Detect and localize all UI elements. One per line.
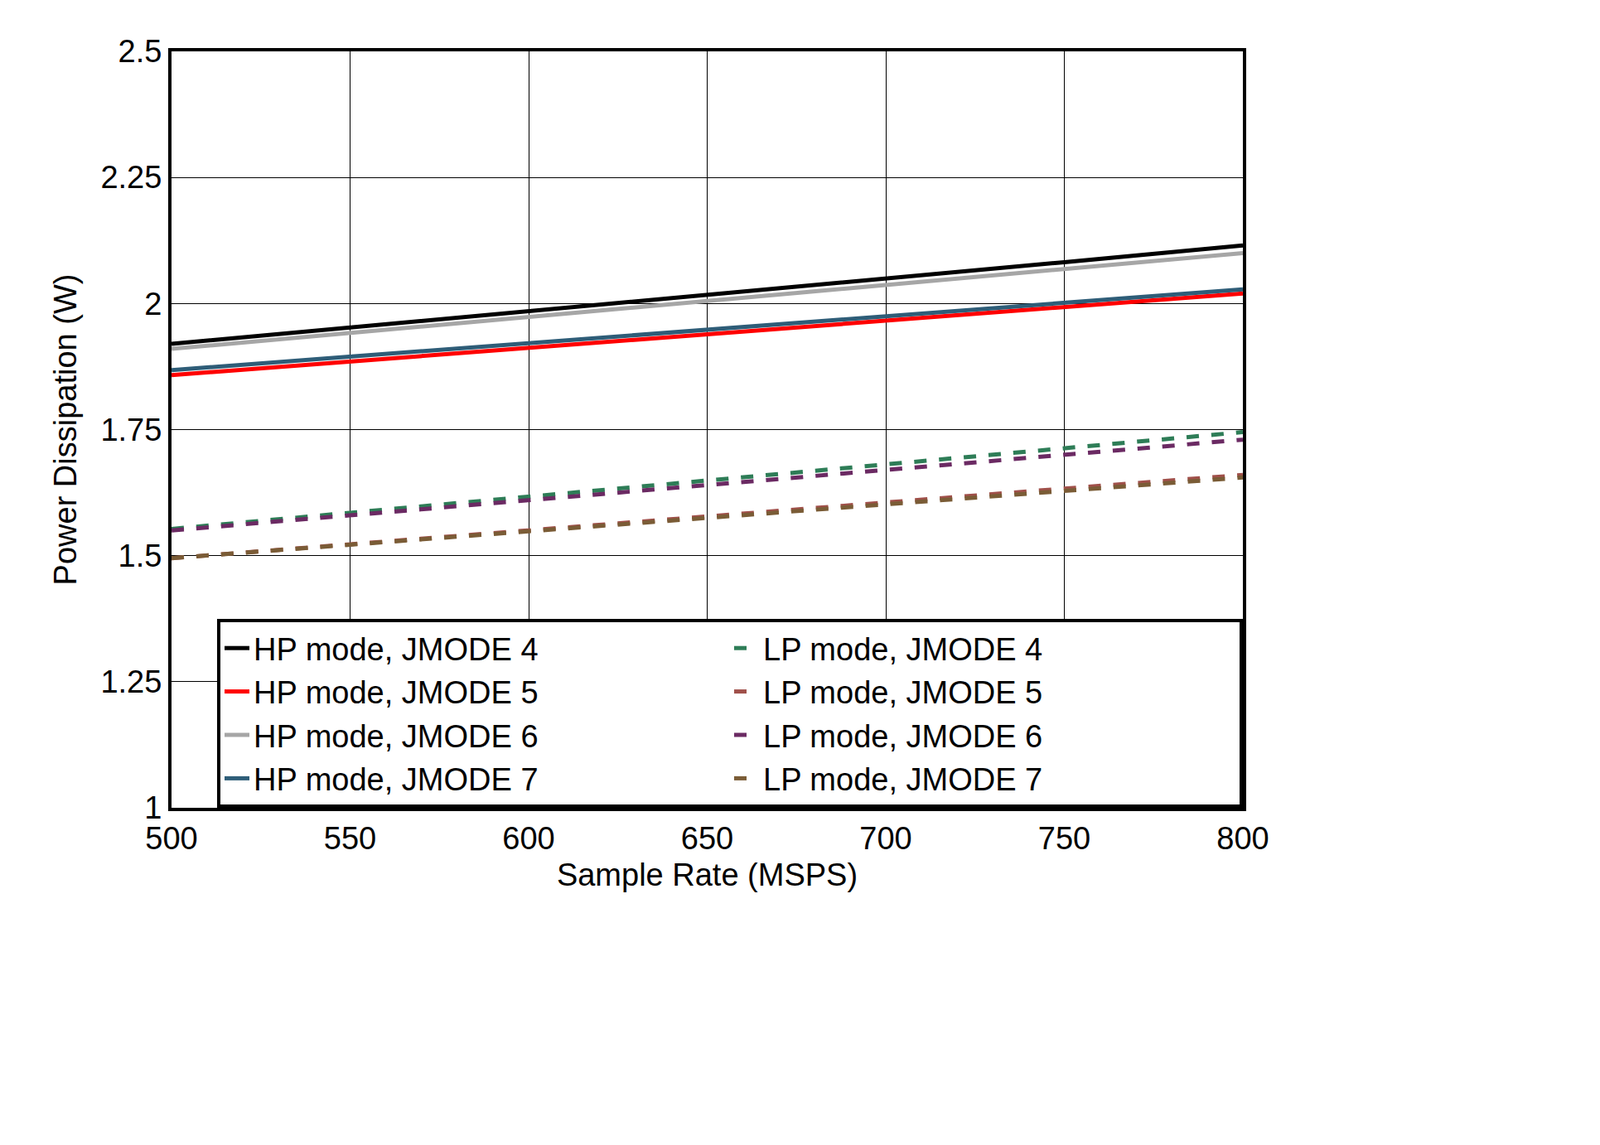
svg-text:LP mode, JMODE 7: LP mode, JMODE 7 [763, 762, 1043, 798]
svg-text:750: 750 [1038, 821, 1091, 856]
svg-text:600: 600 [502, 821, 555, 856]
svg-text:Power Dissipation (W): Power Dissipation (W) [48, 274, 83, 586]
svg-text:550: 550 [323, 821, 377, 856]
svg-text:HP mode, JMODE 4: HP mode, JMODE 4 [253, 632, 539, 668]
svg-text:2: 2 [144, 286, 162, 322]
svg-text:LP mode, JMODE 5: LP mode, JMODE 5 [763, 675, 1043, 711]
svg-text:650: 650 [681, 821, 734, 856]
svg-text:500: 500 [145, 821, 198, 856]
svg-text:1.5: 1.5 [118, 538, 163, 574]
svg-text:HP mode, JMODE 5: HP mode, JMODE 5 [253, 675, 539, 711]
svg-text:LP mode, JMODE 4: LP mode, JMODE 4 [763, 632, 1043, 668]
svg-text:LP mode, JMODE 6: LP mode, JMODE 6 [763, 719, 1043, 755]
svg-text:1.25: 1.25 [100, 664, 162, 700]
svg-text:HP mode, JMODE 6: HP mode, JMODE 6 [253, 719, 539, 755]
svg-text:Sample Rate (MSPS): Sample Rate (MSPS) [556, 857, 858, 893]
svg-text:2.25: 2.25 [100, 159, 162, 195]
svg-text:2.5: 2.5 [118, 33, 163, 69]
svg-text:1.75: 1.75 [100, 412, 162, 448]
svg-text:800: 800 [1216, 821, 1269, 856]
svg-text:HP mode, JMODE 7: HP mode, JMODE 7 [253, 762, 539, 798]
svg-text:700: 700 [859, 821, 912, 856]
svg-text:1: 1 [144, 790, 162, 826]
